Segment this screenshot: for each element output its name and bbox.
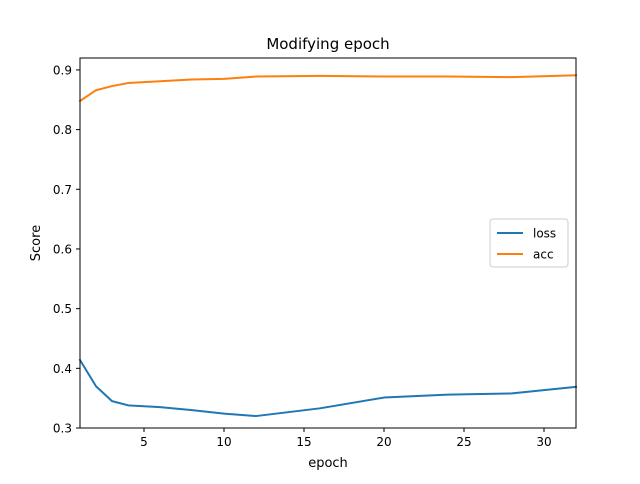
y-tick-label: 0.4 (53, 362, 72, 376)
y-axis-label: Score (29, 225, 44, 261)
legend-box (489, 218, 569, 268)
series-line-loss (78, 358, 578, 418)
axes-frame (79, 57, 577, 429)
y-tick-label: 0.5 (53, 302, 72, 316)
x-tick-label: 10 (216, 435, 231, 449)
x-tick-label: 30 (536, 435, 551, 449)
y-tick-label: 0.8 (53, 123, 72, 137)
x-tick-label: 15 (296, 435, 311, 449)
plot-area: 5 10 15 20 25 30 0.3 0.4 0.5 0.6 0.7 0.8 0.9 loss acc (53, 57, 578, 449)
y-tick-label: 0.7 (53, 183, 72, 197)
y-tick-label: 0.3 (53, 422, 72, 436)
x-tick-label: 25 (456, 435, 471, 449)
series-line-acc (78, 74, 578, 103)
chart-title: Modifying epoch (266, 35, 389, 53)
legend-label-acc: acc (533, 248, 554, 262)
y-tick-label: 0.9 (53, 63, 72, 77)
y-tick-label: 0.6 (53, 242, 72, 256)
legend-label-loss: loss (533, 227, 556, 241)
x-tick-label: 5 (140, 435, 148, 449)
x-tick-label: 20 (376, 435, 391, 449)
x-axis-label: epoch (308, 456, 348, 471)
